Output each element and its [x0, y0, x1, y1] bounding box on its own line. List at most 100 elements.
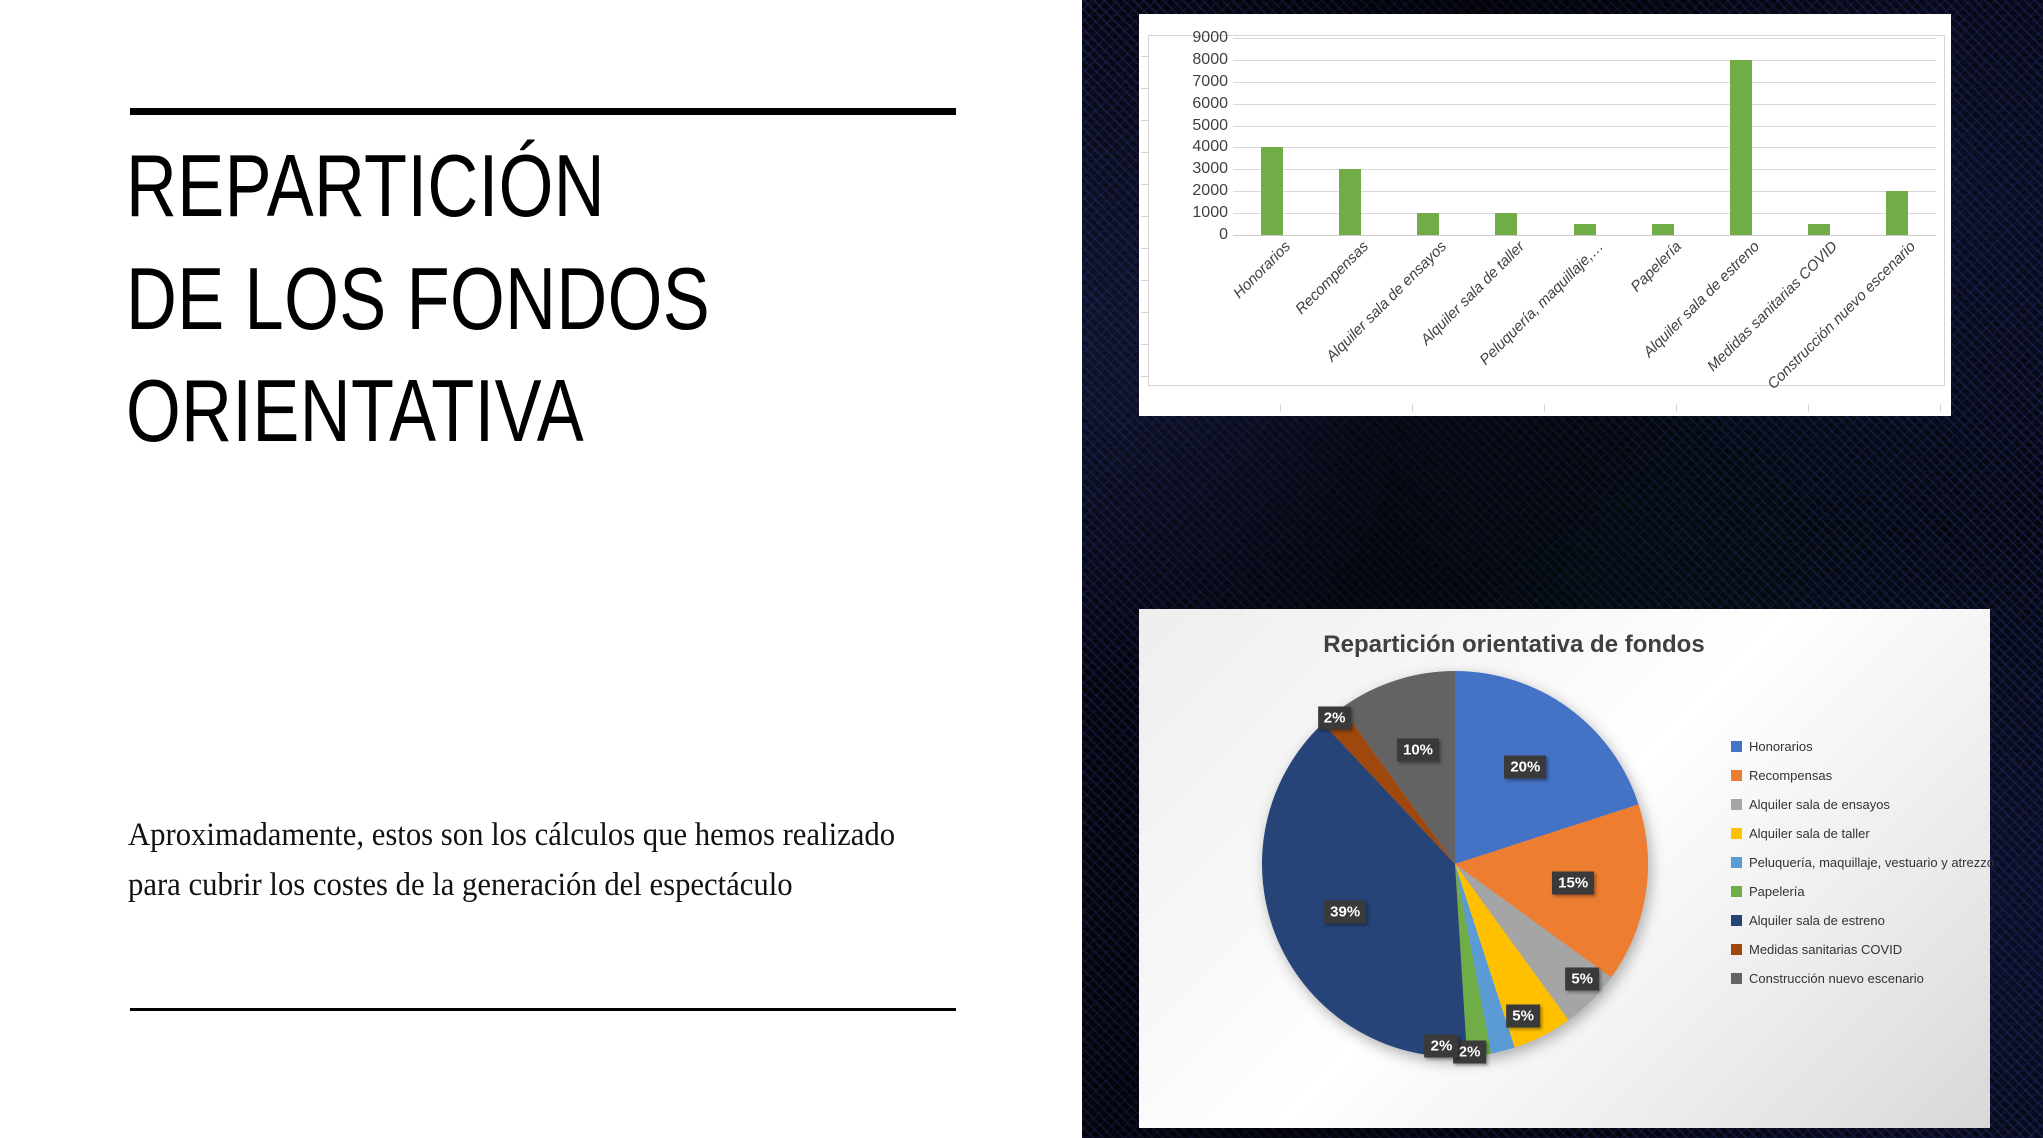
- bar-chart-bar: [1417, 213, 1440, 235]
- legend-swatch-icon: [1731, 915, 1742, 926]
- legend-swatch-icon: [1731, 741, 1742, 752]
- slide-body-text: Aproximadamente, estos son los cálculos …: [128, 817, 896, 904]
- bar-chart-x-tick-label: Recompensas: [1292, 238, 1373, 318]
- pie-slice: [1455, 864, 1515, 1054]
- bar-chart-frame-tick: [1141, 88, 1149, 89]
- bar-chart-x-tick-label: Construcción nuevo escenario: [1764, 238, 1919, 393]
- pie-legend-item[interactable]: Peluquería, maquillaje, vestuario y atre…: [1731, 855, 1994, 870]
- pie-slice: [1322, 707, 1455, 864]
- bar-chart-frame-tick: [1280, 404, 1281, 412]
- pie-slice: [1341, 671, 1455, 864]
- pie-data-label: 39%: [1324, 900, 1367, 924]
- pie-legend-item[interactable]: Alquiler sala de taller: [1731, 826, 1981, 841]
- bar-chart-y-tick-label: 1000: [1192, 204, 1228, 222]
- pie-legend-label: Alquiler sala de estreno: [1749, 913, 1885, 928]
- bar-chart-bar: [1807, 224, 1830, 235]
- pie-legend-item[interactable]: Alquiler sala de ensayos: [1731, 797, 1981, 812]
- pie-slice: [1455, 804, 1648, 978]
- bar-chart-y-tick-label: 3000: [1192, 160, 1228, 178]
- bar-chart-gridline: [1233, 38, 1936, 39]
- pie-data-label: 5%: [1506, 1004, 1540, 1028]
- bar-chart-frame-tick: [1141, 376, 1149, 377]
- pie-legend-label: Alquiler sala de taller: [1749, 826, 1870, 841]
- title-panel: REPARTICIÓN DE LOS FONDOS ORIENTATIVA Ap…: [126, 108, 956, 1011]
- bar-chart-gridline: [1233, 191, 1936, 193]
- bar-chart-frame-tick: [1141, 56, 1149, 57]
- legend-swatch-icon: [1731, 973, 1742, 984]
- pie-legend-item[interactable]: Alquiler sala de estreno: [1731, 913, 1981, 928]
- pie-legend-item[interactable]: Honorarios: [1731, 739, 1981, 754]
- bar-chart-y-tick-label: 0: [1219, 226, 1228, 243]
- legend-swatch-icon: [1731, 770, 1742, 781]
- bar-chart-y-tick-label: 2000: [1192, 182, 1228, 200]
- bar-chart-frame-tick: [1141, 312, 1149, 313]
- pie-legend-label: Construcción nuevo escenario: [1749, 971, 1924, 986]
- legend-swatch-icon: [1731, 886, 1742, 897]
- title-divider-top: [130, 108, 956, 115]
- pie-chart-graphic: 20% 15% 5% 5% 2% 2% 39% 2% 10%: [1255, 664, 1655, 1064]
- pie-data-label: 5%: [1565, 967, 1600, 991]
- bar-chart-bar: [1339, 169, 1362, 235]
- pie-legend-label: Papelería: [1749, 884, 1805, 899]
- bar-chart-y-tick-label: 5000: [1192, 116, 1228, 134]
- bar-chart-x-tick-label: Honorarios: [1230, 238, 1295, 302]
- bar-chart-frame-tick: [1940, 404, 1941, 412]
- pie-legend-item[interactable]: Papelería: [1731, 884, 1981, 899]
- bar-chart-bar: [1729, 59, 1752, 235]
- bar-chart-frame-tick: [1141, 248, 1149, 249]
- legend-swatch-icon: [1731, 828, 1742, 839]
- bar-chart-frame-tick: [1412, 404, 1413, 412]
- bar-chart-bar: [1885, 191, 1908, 235]
- bar-chart-baseline: [1233, 235, 1936, 236]
- legend-swatch-icon: [1731, 857, 1742, 868]
- bar-chart-gridline: [1233, 59, 1936, 61]
- bar-chart-gridline: [1233, 147, 1936, 149]
- bar-chart-bar: [1261, 147, 1284, 235]
- legend-swatch-icon: [1731, 944, 1742, 955]
- bar-chart-gridline: [1233, 103, 1936, 105]
- bar-chart-frame-tick: [1141, 216, 1149, 217]
- bar-chart-bar: [1651, 224, 1674, 235]
- pie-chart-legend: Honorarios Recompensas Alquiler sala de en…: [1731, 739, 1994, 1000]
- bar-chart-frame-tick: [1544, 404, 1545, 412]
- pie-legend-item[interactable]: Recompensas: [1731, 768, 1981, 783]
- pie-data-label: 10%: [1397, 738, 1440, 762]
- bar-chart-x-tick-label: Medidas sanitarias COVID: [1703, 238, 1841, 375]
- pie-chart-title: Repartición orientativa de fondos: [1323, 631, 1705, 658]
- legend-swatch-icon: [1731, 799, 1742, 810]
- pie-chart-card: Repartición orientativa de fondos 20% 15%…: [1139, 609, 1994, 1128]
- title-divider-bottom: [130, 1008, 956, 1011]
- bar-chart-gridline: [1233, 125, 1936, 127]
- pie-legend-item[interactable]: Construcción nuevo escenario: [1731, 971, 1981, 986]
- bar-chart-gridline: [1233, 213, 1936, 215]
- bar-chart-plot-area: [1233, 38, 1936, 236]
- page-title: REPARTICIÓN DE LOS FONDOS ORIENTATIVA: [126, 136, 711, 461]
- bar-chart-gridline: [1233, 169, 1936, 171]
- bar-chart-y-tick-label: 6000: [1192, 94, 1228, 112]
- bar-chart-frame-tick: [1141, 152, 1149, 153]
- pie-data-label: 2%: [1317, 706, 1352, 730]
- pie-legend-label: Recompensas: [1749, 768, 1833, 783]
- bar-chart-gridline: [1233, 81, 1936, 83]
- pie-legend-item[interactable]: Medidas sanitarias COVID: [1731, 942, 1981, 957]
- bar-chart-x-axis: Honorarios Recompensas Alquiler sala de en…: [1230, 238, 1953, 398]
- pie-slice: [1455, 671, 1639, 864]
- pie-legend-label: Medidas sanitarias COVID: [1749, 942, 1903, 957]
- pie-chart-svg: [1262, 671, 1648, 1057]
- bar-chart-y-tick-label: 9000: [1192, 29, 1228, 46]
- pie-legend-label: Honorarios: [1749, 739, 1813, 754]
- bar-chart-bar: [1495, 213, 1518, 235]
- bar-chart-y-tick-label: 4000: [1192, 138, 1228, 156]
- bar-chart-x-tick-label: Papelería: [1627, 238, 1685, 296]
- pie-legend-label: Alquiler sala de ensayos: [1749, 797, 1890, 812]
- bar-chart-frame-tick: [1808, 404, 1809, 412]
- bar-chart-frame-tick: [1141, 120, 1149, 121]
- pie-slice: [1455, 864, 1569, 1048]
- bar-chart-frame-tick: [1141, 280, 1149, 281]
- bar-chart-frame-tick: [1141, 184, 1149, 185]
- pie-data-label: 2%: [1452, 1040, 1487, 1064]
- bar-chart-frame-tick: [1141, 344, 1149, 345]
- pie-slice: [1455, 864, 1492, 1057]
- pie-slice: [1262, 723, 1468, 1057]
- bar-chart-y-tick-label: 7000: [1192, 72, 1228, 90]
